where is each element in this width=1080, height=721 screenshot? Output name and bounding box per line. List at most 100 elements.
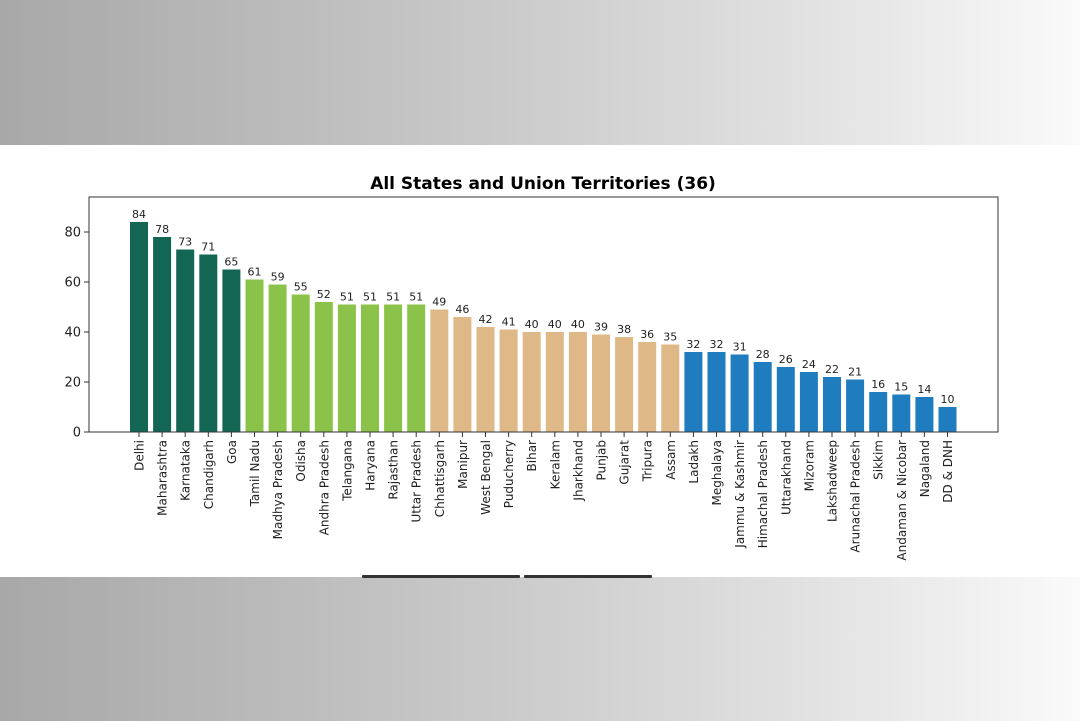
bar (522, 332, 541, 432)
bar-value-label: 55 (294, 281, 308, 294)
bar (638, 342, 657, 432)
x-category-label: Mizoram (802, 440, 816, 491)
bar (753, 362, 772, 432)
x-category-label: Punjab (595, 440, 609, 481)
bar (453, 317, 472, 432)
bar (915, 397, 934, 432)
bar (130, 222, 148, 432)
x-category-label: Keralam (548, 440, 562, 489)
bar (153, 237, 172, 432)
x-category-label: Meghalaya (710, 440, 724, 505)
x-category-label: DD & DNH (941, 440, 955, 503)
bar-value-label: 32 (686, 338, 700, 351)
x-category-label: Sikkim (872, 440, 886, 480)
bar-value-label: 31 (733, 341, 747, 354)
bar-value-label: 41 (502, 316, 516, 329)
y-axis: 0 20 40 60 80 (64, 226, 89, 441)
bar-value-label: 28 (756, 348, 770, 361)
x-category-label: Telangana (340, 440, 354, 502)
x-category-label: Jharkhand (571, 440, 585, 502)
bar (407, 304, 426, 432)
bar-value-label: 16 (871, 378, 885, 391)
bar-chart: All States and Union Territories (36) 84… (64, 174, 999, 561)
bar (776, 367, 795, 432)
bar (846, 379, 865, 432)
bar (568, 332, 587, 432)
x-category-label: Karnataka (179, 440, 193, 501)
bar (545, 332, 564, 432)
bar (938, 407, 957, 432)
bar-value-label: 14 (917, 383, 931, 396)
bar-value-label: 36 (640, 328, 654, 341)
x-category-label: Odisha (294, 440, 308, 482)
x-category-label: Andaman & Nicobar (895, 440, 909, 561)
x-category-label: Tripura (641, 440, 655, 482)
bar (222, 269, 241, 432)
bar-value-label: 84 (132, 208, 146, 221)
x-category-label: Andhra Pradesh (317, 440, 331, 535)
bar (384, 304, 403, 432)
bar-value-label: 51 (409, 291, 423, 304)
bar-value-label: 40 (571, 318, 585, 331)
bar-value-label: 42 (479, 313, 493, 326)
bar-value-label: 15 (894, 381, 908, 394)
x-category-label: Ladakh (687, 440, 701, 484)
bar (430, 309, 449, 432)
bar (869, 392, 888, 432)
bar (684, 352, 703, 432)
x-category-label: Lakshadweep (826, 440, 840, 522)
x-category-label: Madhya Pradesh (271, 440, 285, 539)
x-category-label: Haryana (364, 440, 378, 491)
x-category-label: Uttarakhand (779, 440, 793, 515)
x-category-label: Delhi (133, 440, 147, 471)
bar-value-label: 59 (271, 271, 285, 284)
plot-frame (88, 196, 999, 433)
bar (730, 354, 749, 432)
x-category-label: Manipur (456, 440, 470, 489)
bar-value-label: 46 (455, 303, 469, 316)
bar-value-label: 61 (248, 266, 262, 279)
bar (592, 334, 610, 432)
x-category-label: Assam (664, 440, 678, 480)
bar (823, 377, 841, 432)
bar-value-label: 78 (155, 223, 169, 236)
bar-value-label: 65 (224, 256, 238, 269)
bar-value-label: 71 (201, 241, 215, 254)
bar (499, 329, 518, 432)
bar-value-label: 40 (525, 318, 539, 331)
x-category-label: Bihar (525, 440, 539, 472)
chart-title: All States and Union Territories (36) (370, 174, 716, 194)
bar (361, 304, 379, 432)
bar-value-label: 51 (363, 291, 377, 304)
bar (176, 249, 195, 432)
bar-value-label: 32 (710, 338, 724, 351)
bar-value-label: 38 (617, 323, 631, 336)
x-category-label: Maharashtra (156, 440, 170, 516)
bar-value-label: 52 (317, 288, 331, 301)
x-category-label: Puducherry (502, 440, 516, 508)
x-category-label: Chhattisgarh (433, 440, 447, 517)
y-tick-label: 20 (64, 376, 81, 391)
bar (314, 302, 333, 432)
bar (268, 284, 287, 432)
bar (707, 352, 726, 432)
x-category-label: Jammu & Kashmir (733, 440, 747, 549)
x-category-label: Chandigarh (202, 440, 216, 509)
y-tick-label: 80 (64, 226, 81, 241)
bar (661, 344, 680, 432)
bar-value-label: 39 (594, 321, 608, 334)
bar (291, 294, 310, 432)
y-tick-label: 60 (64, 276, 81, 291)
x-category-label: Rajasthan (387, 440, 401, 500)
x-category-label: Himachal Pradesh (756, 440, 770, 548)
bar (337, 304, 356, 432)
bar-value-label: 51 (340, 291, 354, 304)
background-band-top (0, 0, 1080, 145)
bar (799, 372, 818, 432)
background-band-bottom (0, 577, 1080, 721)
y-tick-label: 40 (64, 326, 81, 341)
bar-value-label: 22 (825, 363, 839, 376)
bar (615, 337, 634, 432)
bar-value-label: 10 (941, 393, 955, 406)
bottom-tab-left (362, 575, 520, 578)
